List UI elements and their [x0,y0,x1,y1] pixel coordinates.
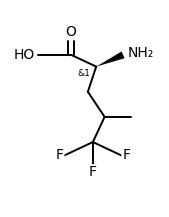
Text: F: F [55,148,63,163]
Text: F: F [122,148,130,163]
Text: O: O [66,25,77,39]
Text: &1: &1 [77,69,90,78]
Text: F: F [89,165,97,179]
Text: HO: HO [14,48,35,62]
Polygon shape [96,51,125,67]
Text: NH₂: NH₂ [128,46,154,60]
